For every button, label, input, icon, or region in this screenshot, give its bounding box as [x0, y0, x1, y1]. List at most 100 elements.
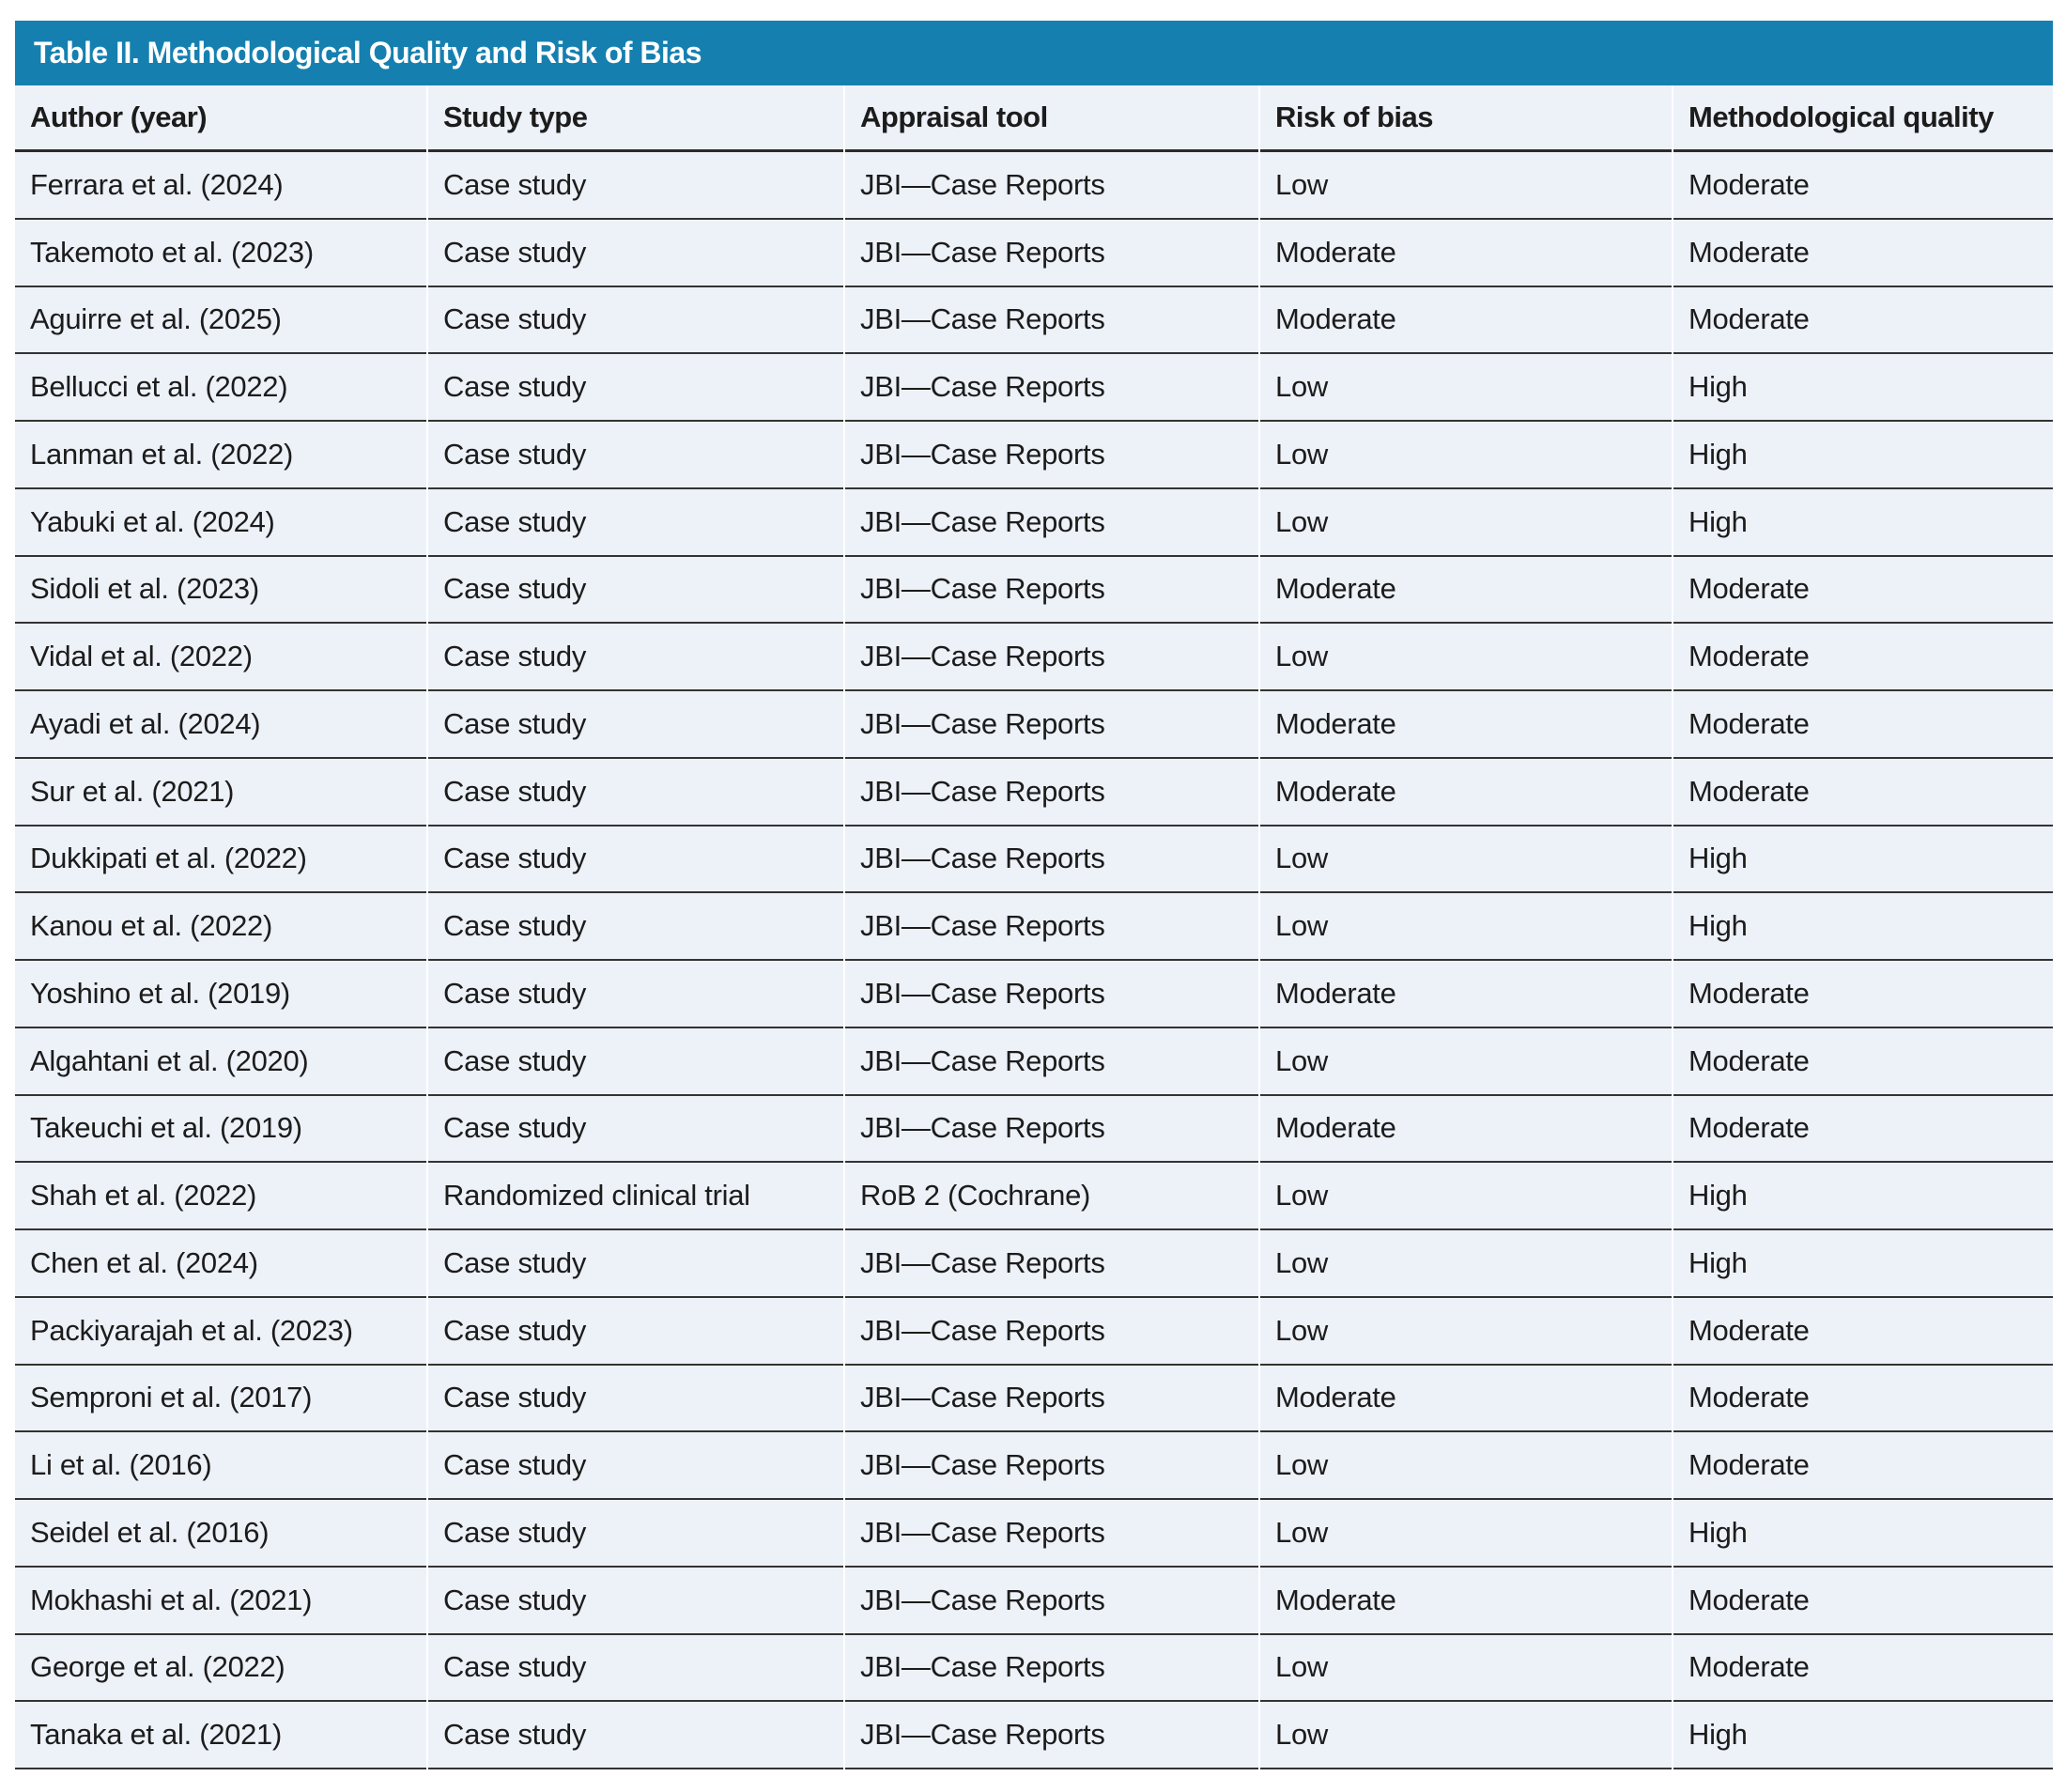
cell-appraisal-tool: JBI—Case Reports: [845, 488, 1258, 557]
cell-author: Ayadi et al. (2024): [15, 691, 426, 759]
cell-author: Seidel et al. (2016): [15, 1500, 426, 1568]
cell-author: Vidal et al. (2022): [15, 624, 426, 691]
cell-study-type: Case study: [428, 893, 843, 961]
cell-methodological-quality: Moderate: [1673, 624, 2054, 691]
cell-study-type: Case study: [428, 1365, 843, 1433]
cell-methodological-quality: High: [1673, 354, 2054, 422]
table-row: Semproni et al. (2017) Case study JBI—Case…: [15, 1365, 2054, 1433]
cell-author: Tanaka et al. (2021): [15, 1702, 426, 1769]
cell-appraisal-tool: JBI—Case Reports: [845, 691, 1258, 759]
cell-appraisal-tool: JBI—Case Reports: [845, 758, 1258, 826]
cell-appraisal-tool: JBI—Case Reports: [845, 286, 1258, 355]
cell-risk-of-bias: Low: [1260, 1702, 1672, 1769]
cell-appraisal-tool: RoB 2 (Cochrane): [845, 1163, 1258, 1230]
cell-appraisal-tool: JBI—Case Reports: [845, 1365, 1258, 1433]
cell-risk-of-bias: Moderate: [1260, 286, 1672, 355]
cell-methodological-quality: High: [1673, 422, 2054, 489]
cell-risk-of-bias: Moderate: [1260, 1567, 1672, 1635]
cell-study-type: Case study: [428, 1432, 843, 1500]
table-title: Table II. Methodological Quality and Ris…: [34, 36, 702, 70]
cell-study-type: Case study: [428, 826, 843, 894]
table-row: Dukkipati et al. (2022) Case study JBI—Cas…: [15, 826, 2054, 894]
cell-author: Takeuchi et al. (2019): [15, 1095, 426, 1164]
cell-appraisal-tool: JBI—Case Reports: [845, 893, 1258, 961]
cell-study-type: Case study: [428, 624, 843, 691]
cell-study-type: Case study: [428, 1095, 843, 1164]
cell-author: Semproni et al. (2017): [15, 1365, 426, 1433]
cell-appraisal-tool: JBI—Case Reports: [845, 1297, 1258, 1366]
cell-methodological-quality: Moderate: [1673, 219, 2054, 287]
cell-methodological-quality: Moderate: [1673, 1634, 2054, 1703]
table-row: George et al. (2022) Case study JBI—Case R…: [15, 1634, 2054, 1703]
table-body: Ferrara et al. (2024) Case study JBI—Case …: [15, 152, 2054, 1769]
table-row: Sidoli et al. (2023) Case study JBI—Case R…: [15, 556, 2054, 625]
cell-methodological-quality: Moderate: [1673, 1095, 2054, 1164]
cell-risk-of-bias: Low: [1260, 1297, 1672, 1366]
cell-risk-of-bias: Low: [1260, 1500, 1672, 1568]
cell-risk-of-bias: Low: [1260, 1027, 1672, 1096]
table-row: Yoshino et al. (2019) Case study JBI—Case …: [15, 961, 2054, 1028]
cell-study-type: Case study: [428, 354, 843, 422]
table-title-bar: Table II. Methodological Quality and Ris…: [15, 21, 2054, 85]
table-row: Sur et al. (2021) Case study JBI—Case Repo…: [15, 758, 2054, 826]
table-row: Yabuki et al. (2024) Case study JBI—Case R…: [15, 488, 2054, 557]
table-row: Ayadi et al. (2024) Case study JBI—Case Re…: [15, 691, 2054, 759]
methodological-quality-table: Table II. Methodological Quality and Ris…: [13, 21, 2056, 1769]
cell-risk-of-bias: Low: [1260, 1634, 1672, 1703]
table-row: Packiyarajah et al. (2023) Case study JBI—…: [15, 1297, 2054, 1366]
cell-risk-of-bias: Low: [1260, 488, 1672, 557]
cell-methodological-quality: Moderate: [1673, 1297, 2054, 1366]
cell-appraisal-tool: JBI—Case Reports: [845, 1634, 1258, 1703]
cell-appraisal-tool: JBI—Case Reports: [845, 826, 1258, 894]
cell-study-type: Randomized clinical trial: [428, 1163, 843, 1230]
cell-appraisal-tool: JBI—Case Reports: [845, 1500, 1258, 1568]
cell-study-type: Case study: [428, 422, 843, 489]
cell-risk-of-bias: Low: [1260, 422, 1672, 489]
cell-study-type: Case study: [428, 1297, 843, 1366]
cell-methodological-quality: Moderate: [1673, 1432, 2054, 1500]
table-row: Takemoto et al. (2023) Case study JBI—Case…: [15, 219, 2054, 287]
cell-risk-of-bias: Moderate: [1260, 556, 1672, 625]
cell-appraisal-tool: JBI—Case Reports: [845, 1567, 1258, 1635]
cell-methodological-quality: Moderate: [1673, 556, 2054, 625]
cell-appraisal-tool: JBI—Case Reports: [845, 961, 1258, 1028]
cell-methodological-quality: High: [1673, 826, 2054, 894]
cell-methodological-quality: High: [1673, 893, 2054, 961]
cell-methodological-quality: High: [1673, 1163, 2054, 1230]
cell-author: Packiyarajah et al. (2023): [15, 1297, 426, 1366]
cell-author: Mokhashi et al. (2021): [15, 1567, 426, 1635]
cell-risk-of-bias: Low: [1260, 826, 1672, 894]
cell-methodological-quality: Moderate: [1673, 1567, 2054, 1635]
cell-author: Ferrara et al. (2024): [15, 152, 426, 220]
cell-author: Dukkipati et al. (2022): [15, 826, 426, 894]
table-row: Chen et al. (2024) Case study JBI—Case Rep…: [15, 1230, 2054, 1298]
cell-author: George et al. (2022): [15, 1634, 426, 1703]
cell-appraisal-tool: JBI—Case Reports: [845, 624, 1258, 691]
cell-risk-of-bias: Moderate: [1260, 219, 1672, 287]
cell-study-type: Case study: [428, 691, 843, 759]
cell-risk-of-bias: Moderate: [1260, 691, 1672, 759]
cell-study-type: Case study: [428, 152, 843, 220]
cell-methodological-quality: Moderate: [1673, 961, 2054, 1028]
cell-appraisal-tool: JBI—Case Reports: [845, 1230, 1258, 1298]
cell-author: Chen et al. (2024): [15, 1230, 426, 1298]
cell-methodological-quality: Moderate: [1673, 691, 2054, 759]
cell-appraisal-tool: JBI—Case Reports: [845, 152, 1258, 220]
cell-study-type: Case study: [428, 1500, 843, 1568]
column-header-appraisal-tool: Appraisal tool: [845, 85, 1258, 152]
cell-study-type: Case study: [428, 1230, 843, 1298]
cell-study-type: Case study: [428, 1567, 843, 1635]
cell-author: Lanman et al. (2022): [15, 422, 426, 489]
cell-study-type: Case study: [428, 961, 843, 1028]
column-header-study-type: Study type: [428, 85, 843, 152]
table-row: Algahtani et al. (2020) Case study JBI—Cas…: [15, 1027, 2054, 1096]
cell-study-type: Case study: [428, 758, 843, 826]
cell-risk-of-bias: Moderate: [1260, 1095, 1672, 1164]
table-row: Tanaka et al. (2021) Case study JBI—Case R…: [15, 1702, 2054, 1769]
cell-risk-of-bias: Moderate: [1260, 758, 1672, 826]
cell-methodological-quality: Moderate: [1673, 286, 2054, 355]
cell-author: Yabuki et al. (2024): [15, 488, 426, 557]
table-row: Vidal et al. (2022) Case study JBI—Case Re…: [15, 624, 2054, 691]
table-row: Mokhashi et al. (2021) Case study JBI—Case…: [15, 1567, 2054, 1635]
